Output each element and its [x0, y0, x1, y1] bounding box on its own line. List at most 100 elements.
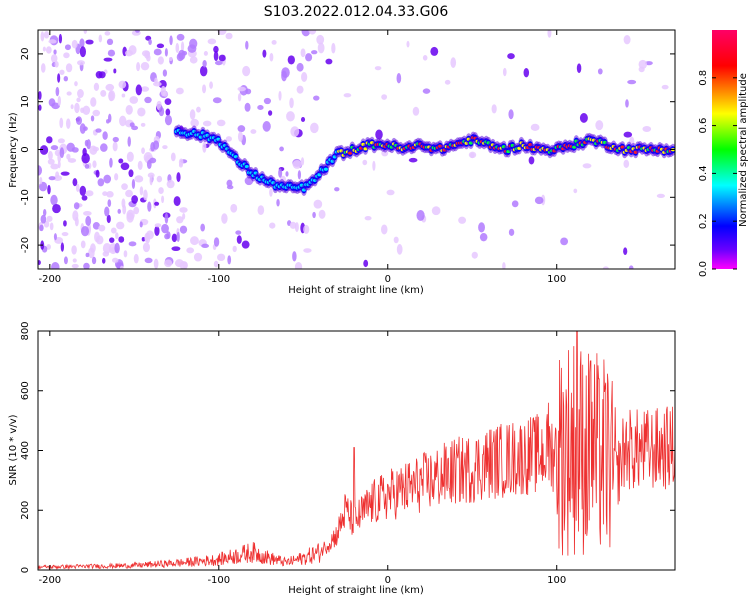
- colorbar-tick-label: 0.0: [698, 261, 709, 277]
- noise-blob: [142, 242, 151, 253]
- noise-blob: [72, 178, 78, 187]
- noise-blob: [279, 146, 284, 152]
- noise-blob: [158, 79, 167, 89]
- noise-blob: [189, 56, 198, 64]
- noise-blob: [80, 240, 86, 249]
- colorbar-tick-label: 0.6: [698, 118, 709, 134]
- noise-blob: [468, 151, 477, 159]
- noise-blob: [66, 142, 75, 152]
- noise-blob: [190, 236, 199, 246]
- spectrogram-xlabel: Height of straight line (km): [288, 285, 424, 296]
- noise-blob: [257, 205, 265, 216]
- noise-blob: [152, 140, 160, 150]
- noise-blob: [154, 201, 160, 206]
- noise-blob: [113, 68, 117, 74]
- noise-blob: [123, 250, 128, 258]
- noise-blob: [82, 105, 91, 115]
- noise-blob: [77, 89, 84, 99]
- noise-blob: [164, 114, 173, 126]
- noise-blob: [98, 224, 106, 232]
- noise-blob: [237, 86, 246, 92]
- noise-blob: [118, 80, 127, 89]
- noise-blob: [576, 63, 582, 74]
- noise-blob: [51, 102, 60, 110]
- noise-blob: [226, 185, 234, 190]
- noise-blob: [269, 52, 274, 62]
- snr-axes: -200 -100 0 100 0 200 400 600 800: [20, 321, 675, 586]
- noise-blob: [71, 245, 77, 255]
- noise-blob: [112, 136, 119, 143]
- noise-blob: [76, 97, 81, 103]
- noise-blob: [139, 186, 144, 196]
- noise-blob: [381, 224, 388, 235]
- noise-blob: [85, 215, 92, 227]
- noise-blob: [135, 84, 142, 96]
- noise-blob: [216, 119, 226, 127]
- ridge-peak: [323, 167, 328, 171]
- noise-blob: [175, 87, 184, 95]
- noise-blob: [308, 30, 317, 35]
- noise-blob: [106, 119, 110, 124]
- noise-blob: [232, 245, 237, 253]
- noise-blob: [627, 79, 637, 85]
- spectrogram-xtick-label: 0: [385, 274, 391, 285]
- noise-blob: [310, 122, 319, 134]
- noise-blob: [50, 163, 59, 170]
- noise-blob: [74, 102, 80, 114]
- noise-blob: [276, 198, 280, 207]
- noise-blob: [343, 93, 352, 98]
- noise-blob: [201, 243, 209, 248]
- noise-blob: [226, 179, 233, 187]
- noise-blob: [187, 44, 197, 53]
- noise-blob: [133, 206, 140, 215]
- noise-blob: [45, 46, 52, 54]
- noise-blob: [106, 214, 111, 224]
- noise-blob: [638, 66, 645, 73]
- noise-blob: [104, 31, 111, 36]
- noise-blob: [164, 98, 172, 106]
- noise-blob: [450, 57, 457, 69]
- noise-blob: [237, 125, 246, 133]
- noise-blob: [241, 240, 250, 249]
- noise-blob: [39, 224, 44, 232]
- snr-xtick-label: 0: [385, 575, 391, 586]
- noise-blob: [126, 151, 134, 162]
- noise-blob: [278, 90, 282, 101]
- noise-blob: [136, 61, 141, 72]
- noise-blob: [49, 222, 54, 231]
- noise-blob: [112, 141, 118, 152]
- noise-blob: [109, 237, 115, 243]
- spectrogram-ytick-label: 20: [20, 48, 31, 61]
- noise-blob: [50, 54, 58, 63]
- noise-blob: [106, 38, 114, 45]
- noise-blob: [642, 125, 652, 133]
- noise-blob: [175, 42, 180, 54]
- noise-blob: [217, 253, 226, 262]
- noise-blob: [523, 68, 530, 78]
- noise-blob: [213, 237, 220, 247]
- noise-blob: [110, 227, 117, 234]
- noise-blob: [119, 265, 124, 269]
- noise-blob: [166, 179, 175, 189]
- noise-blob: [230, 203, 238, 213]
- noise-blob: [80, 107, 85, 114]
- noise-blob: [66, 91, 72, 96]
- spectrogram-ytick-label: 10: [20, 95, 31, 108]
- noise-blob: [140, 86, 150, 92]
- noise-blob: [416, 210, 425, 221]
- noise-blob: [47, 184, 51, 195]
- noise-blob: [108, 90, 116, 102]
- noise-blob: [271, 40, 277, 45]
- noise-blob: [560, 237, 569, 246]
- noise-blob: [393, 236, 399, 244]
- noise-blob: [290, 126, 300, 137]
- noise-blob: [80, 226, 90, 237]
- noise-blob: [213, 260, 219, 268]
- noise-blob: [207, 38, 217, 45]
- noise-blob: [508, 228, 515, 236]
- noise-blob: [121, 93, 126, 98]
- noise-blob: [95, 71, 103, 79]
- noise-blob: [174, 259, 184, 268]
- noise-blob: [97, 178, 105, 187]
- spectrogram-ytick-label: -20: [20, 237, 31, 253]
